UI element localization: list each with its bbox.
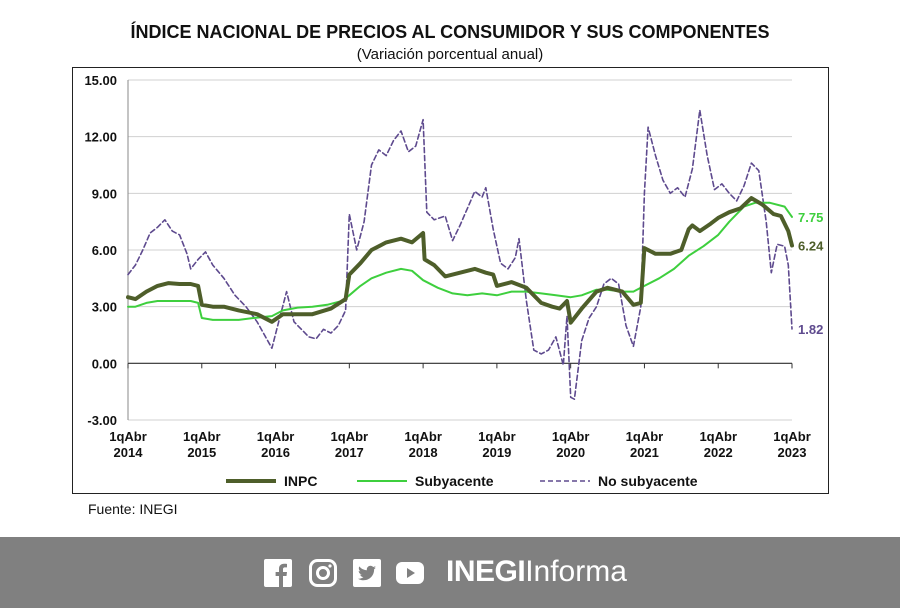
chart-frame [72,67,829,494]
legend-label: No subyacente [598,473,698,489]
x-tick-label: 2021 [630,445,659,460]
x-tick-label: 2023 [778,445,807,460]
x-tick-label: 1qAbr [478,429,516,444]
x-tick-label: 1qAbr [404,429,442,444]
y-tick-label: 6.00 [92,243,117,258]
x-tick-label: 1qAbr [257,429,295,444]
x-tick-label: 2015 [187,445,216,460]
footer-bar: INEGIInforma [0,537,900,608]
x-tick-label: 2019 [482,445,511,460]
x-tick-label: 2014 [114,445,144,460]
end-value-label: 1.82 [798,322,823,337]
facebook-icon[interactable] [264,559,292,587]
legend-label: Subyacente [415,473,494,489]
youtube-icon[interactable] [396,559,424,587]
y-tick-label: 9.00 [92,186,117,201]
x-tick-label: 1qAbr [109,429,147,444]
x-tick-label: 1qAbr [552,429,590,444]
brand-light: Informa [525,555,627,588]
twitter-icon[interactable] [353,559,381,587]
instagram-icon[interactable] [309,559,337,587]
x-tick-label: 1qAbr [773,429,811,444]
x-tick-label: 2018 [409,445,438,460]
end-value-label: 7.75 [798,210,823,225]
series-line-inpc [126,196,794,325]
series-line-no-subyacente [127,109,793,400]
chart-title: ÍNDICE NACIONAL DE PRECIOS AL CONSUMIDOR… [130,22,770,42]
x-tick-label: 2016 [261,445,290,460]
source-note: Fuente: INEGI [88,501,178,517]
line-chart: -3.000.003.006.009.0012.0015.001qAbr2014… [84,73,824,489]
x-tick-label: 2022 [704,445,733,460]
x-tick-label: 2020 [556,445,585,460]
x-tick-label: 1qAbr [331,429,369,444]
x-tick-label: 2017 [335,445,364,460]
chart-subtitle: (Variación porcentual anual) [356,46,544,63]
end-value-label: 6.24 [798,238,824,253]
x-tick-label: 1qAbr [626,429,664,444]
x-tick-label: 1qAbr [699,429,737,444]
y-tick-label: 0.00 [92,356,117,371]
series-line-subyacente [127,201,793,321]
legend-label: INPC [284,473,317,489]
x-tick-label: 1qAbr [183,429,221,444]
y-tick-label: 12.00 [84,130,117,145]
inegi-informa-logo: INEGIInforma [446,552,627,592]
brand-bold: INEGI [446,555,526,588]
y-tick-label: 3.00 [92,300,117,315]
y-tick-label: -3.00 [87,413,117,428]
y-tick-label: 15.00 [84,73,117,88]
